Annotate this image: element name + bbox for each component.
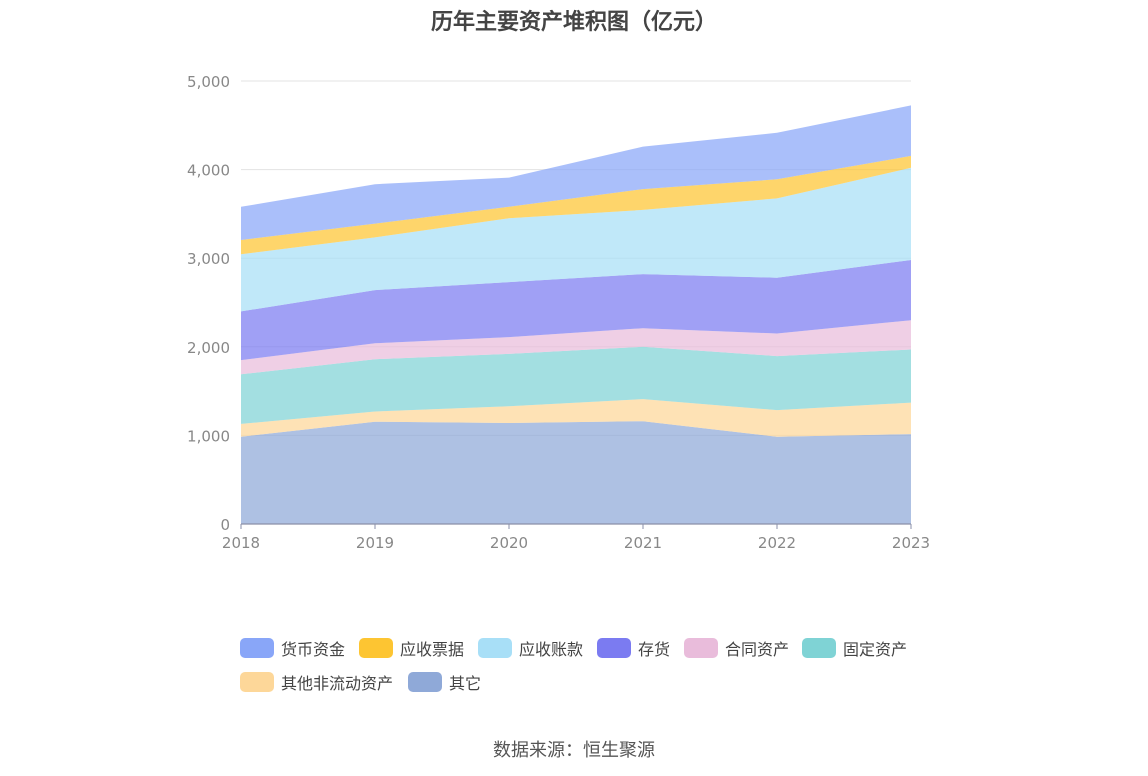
legend-label: 其他非流动资产	[281, 674, 394, 693]
legend-label: 应收票据	[400, 640, 465, 659]
area-series	[241, 346, 911, 424]
legend-label: 其它	[449, 674, 482, 693]
area-series	[241, 421, 911, 524]
area-series	[241, 155, 911, 255]
legend-label: 固定资产	[843, 640, 908, 659]
legend-item-notes-receivable[interactable]: 应收票据	[359, 636, 464, 660]
legend-label: 货币资金	[281, 640, 346, 659]
y-tick-label: 4,000	[187, 162, 230, 180]
stacked-area-chart: 0 1,000 2,000 3,000 4,000 5,000 2018 2019 2020 20…	[187, 73, 930, 552]
legend-label: 应收账款	[519, 640, 584, 659]
legend-item-fixed-assets[interactable]: 固定资产	[802, 636, 907, 660]
legend-swatch	[684, 638, 718, 658]
legend-item-inventory[interactable]: 存货	[597, 636, 670, 660]
legend-swatch	[478, 638, 512, 658]
legend-swatch	[802, 638, 836, 658]
x-tick-label: 2022	[758, 534, 796, 552]
y-tick-label: 0	[220, 516, 230, 534]
legend-label: 存货	[638, 640, 671, 659]
legend-item-cash[interactable]: 货币资金	[240, 636, 345, 660]
chart-title: 历年主要资产堆积图（亿元）	[430, 10, 717, 35]
area-series	[241, 167, 911, 312]
y-tick-label: 1,000	[187, 427, 230, 445]
x-tick-label: 2021	[624, 534, 662, 552]
legend-item-other[interactable]: 其它	[408, 670, 481, 694]
y-tick-label: 3,000	[187, 250, 230, 268]
legend-label: 合同资产	[725, 640, 790, 659]
area-series	[241, 399, 911, 437]
y-tick-label: 5,000	[187, 73, 230, 91]
x-tick-label: 2019	[356, 534, 394, 552]
y-tick-label: 2,000	[187, 339, 230, 357]
legend-item-other-noncurrent[interactable]: 其他非流动资产	[240, 670, 393, 694]
x-tick-label: 2018	[222, 534, 260, 552]
legend-swatch	[597, 638, 631, 658]
legend-item-accounts-receivable[interactable]: 应收账款	[478, 636, 583, 660]
data-source: 数据来源：恒生聚源	[493, 740, 655, 761]
area-series	[241, 260, 911, 361]
legend-swatch	[359, 638, 393, 658]
legend-item-contract-assets[interactable]: 合同资产	[684, 636, 789, 660]
area-series	[241, 105, 911, 241]
legend-swatch	[240, 672, 274, 692]
area-series	[241, 320, 911, 375]
legend-swatch	[408, 672, 442, 692]
x-tick-label: 2020	[490, 534, 528, 552]
x-tick-label: 2023	[892, 534, 930, 552]
legend-swatch	[240, 638, 274, 658]
